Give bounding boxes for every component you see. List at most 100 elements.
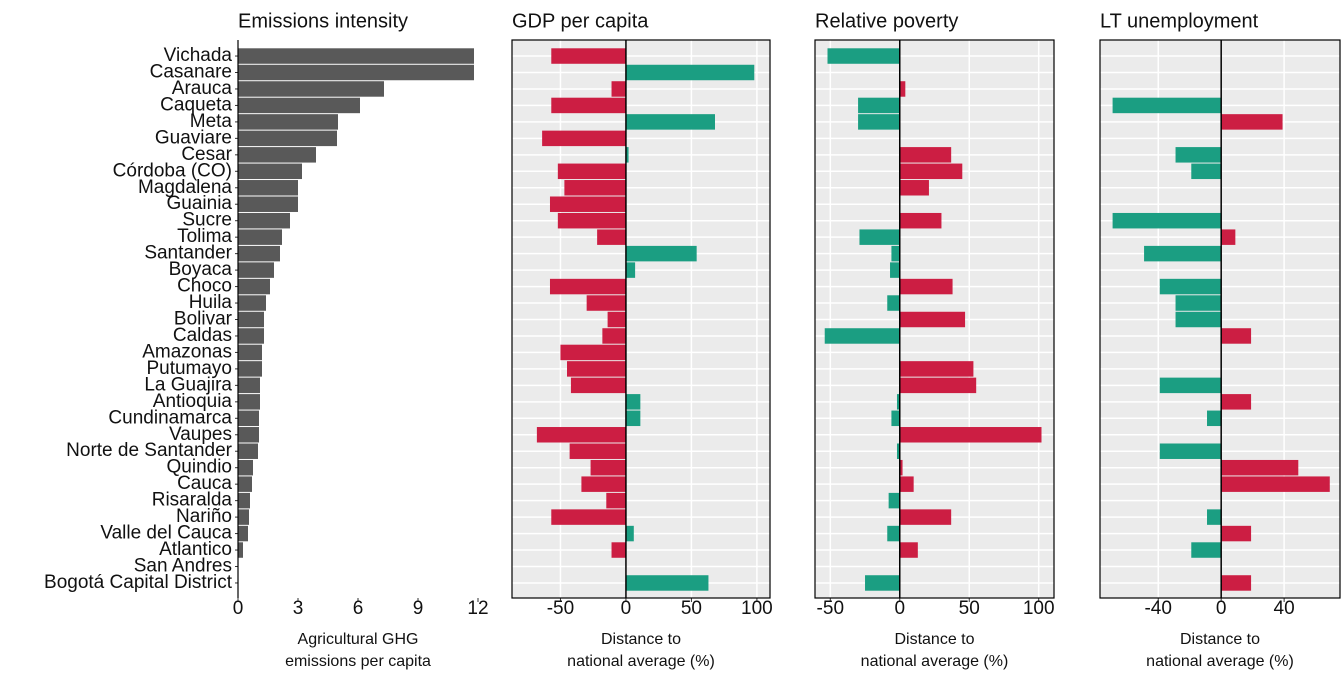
- category-label: Quindio: [167, 457, 233, 478]
- bar: [1221, 525, 1252, 542]
- bar: [567, 361, 626, 377]
- bar: [586, 295, 626, 311]
- x-tick-label: 6: [353, 598, 364, 619]
- bar: [1221, 328, 1252, 344]
- bar: [1191, 542, 1222, 558]
- bar: [625, 262, 636, 278]
- bar: [238, 212, 290, 229]
- bar: [1175, 147, 1222, 163]
- bar: [597, 229, 626, 245]
- bar: [858, 97, 900, 114]
- x-tick-label: 0: [894, 598, 905, 619]
- bar: [899, 163, 963, 180]
- bar: [238, 509, 249, 525]
- bar: [551, 48, 626, 64]
- category-label: Norte de Santander: [66, 440, 233, 461]
- x-tick-label: 9: [413, 598, 424, 619]
- bar: [551, 509, 626, 525]
- x-axis-label: Distance to national average (%): [1146, 631, 1294, 670]
- bar: [238, 410, 259, 427]
- x-tick-label: 0: [621, 598, 632, 619]
- category-label: Cundinamarca: [108, 407, 232, 428]
- bar: [1221, 459, 1299, 476]
- bar: [238, 48, 474, 64]
- bar: [590, 459, 626, 476]
- category-label: Nariño: [176, 506, 232, 527]
- category-label: Valle del Cauca: [100, 523, 232, 544]
- category-label: Risaralda: [152, 490, 233, 511]
- panel-border: [1099, 39, 1341, 599]
- x-tick-label: 12: [467, 598, 488, 619]
- bar: [899, 459, 903, 476]
- panel-title: Relative poverty: [815, 10, 958, 32]
- category-label: Atlantico: [159, 539, 232, 560]
- bar: [238, 328, 264, 344]
- bar: [536, 427, 626, 443]
- bar: [1175, 311, 1222, 328]
- x-tick-label: 3: [293, 598, 304, 619]
- bar: [557, 212, 626, 229]
- bar: [1191, 163, 1222, 180]
- bar: [238, 361, 262, 377]
- category-label: Boyaca: [169, 259, 233, 280]
- panel-title: GDP per capita: [512, 10, 649, 32]
- category-label: Arauca: [172, 78, 233, 99]
- bar: [238, 180, 298, 196]
- panel-title: Emissions intensity: [238, 10, 408, 32]
- bar: [899, 147, 952, 163]
- bar: [607, 311, 626, 328]
- bar: [887, 295, 900, 311]
- bar: [238, 196, 298, 212]
- category-label: San Andres: [134, 556, 232, 577]
- x-tick-label: 50: [681, 598, 702, 619]
- category-label: Putumayo: [146, 358, 232, 379]
- bar: [238, 492, 250, 509]
- x-axis-label: Agricultural GHG emissions per capita: [285, 631, 431, 670]
- bar: [899, 476, 914, 492]
- bar: [887, 525, 900, 542]
- category-label: Antioquia: [153, 391, 233, 412]
- bar: [827, 48, 900, 64]
- bar: [1221, 229, 1236, 245]
- bar: [1207, 410, 1222, 427]
- category-label: Cauca: [177, 473, 232, 494]
- bar: [625, 525, 634, 542]
- bar: [551, 97, 626, 114]
- bar: [891, 410, 900, 427]
- bar: [1221, 114, 1283, 130]
- bar: [888, 492, 900, 509]
- bar: [1112, 212, 1222, 229]
- x-tick-label: 0: [1216, 598, 1227, 619]
- x-tick-label: -50: [547, 598, 574, 619]
- category-label: Huila: [189, 292, 233, 313]
- bar: [606, 492, 626, 509]
- bar: [899, 180, 929, 196]
- category-label: Santander: [144, 243, 232, 264]
- category-label: Cesar: [181, 144, 232, 165]
- bar: [560, 344, 626, 361]
- bar: [824, 328, 900, 344]
- bar: [625, 147, 629, 163]
- bar: [899, 361, 974, 377]
- bar: [899, 542, 918, 558]
- bar: [570, 377, 626, 394]
- bar: [238, 229, 282, 245]
- bar: [238, 163, 302, 180]
- x-axis-label: Distance to national average (%): [567, 631, 715, 670]
- bar: [896, 443, 900, 459]
- bar: [1175, 295, 1222, 311]
- x-tick-label: 100: [1023, 598, 1055, 619]
- category-label: Bolivar: [174, 309, 233, 330]
- bar: [1221, 476, 1330, 492]
- category-label: La Guajira: [144, 374, 232, 395]
- bar: [899, 377, 977, 394]
- x-tick-label: -50: [817, 598, 844, 619]
- x-tick-label: 100: [741, 598, 773, 619]
- bar: [238, 443, 258, 459]
- bar: [625, 575, 709, 591]
- x-tick-label: 50: [959, 598, 980, 619]
- bar: [1159, 377, 1222, 394]
- bar: [542, 130, 626, 147]
- bar: [238, 114, 338, 130]
